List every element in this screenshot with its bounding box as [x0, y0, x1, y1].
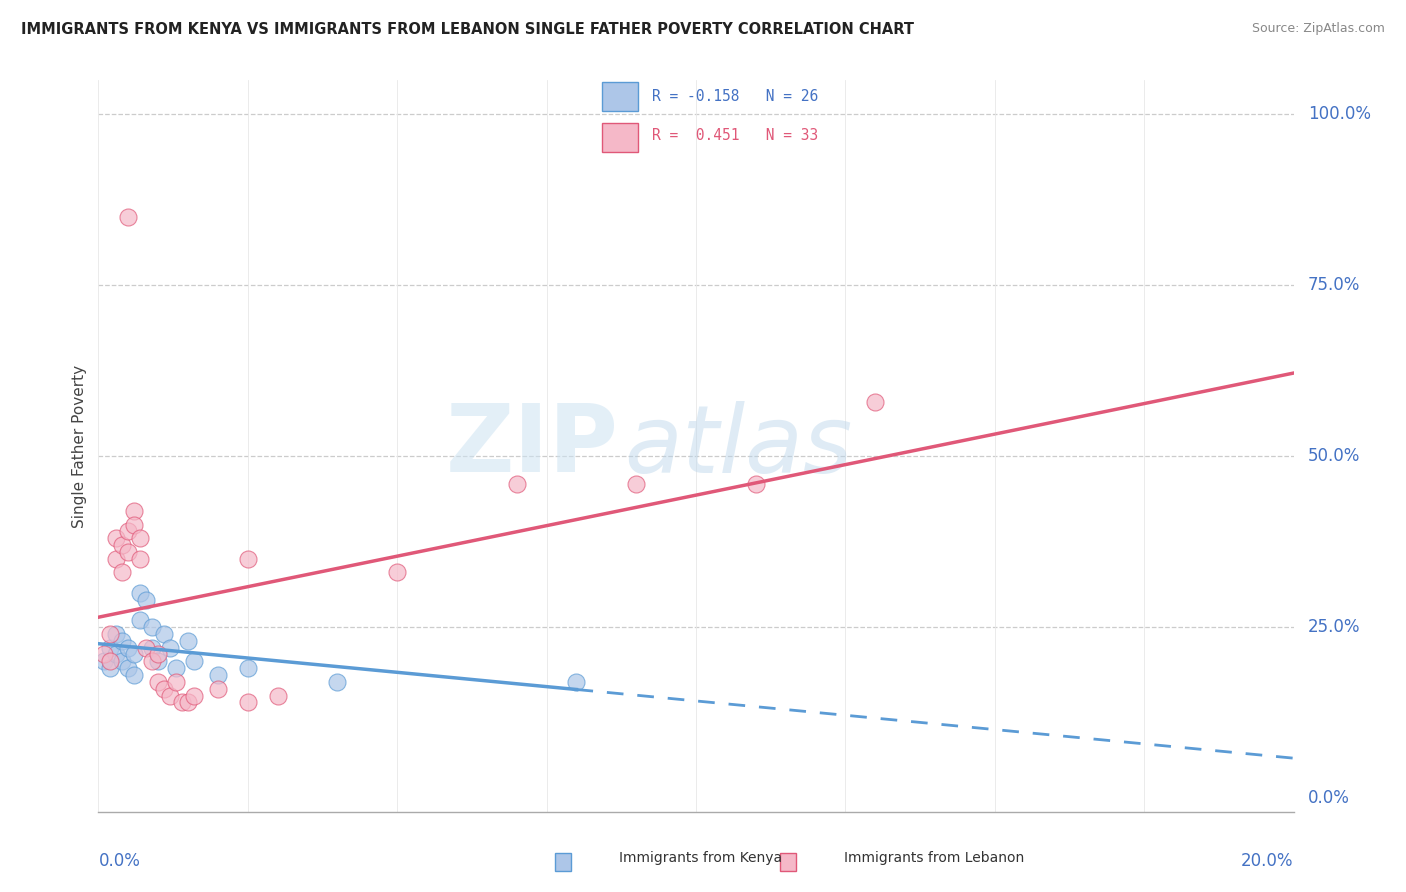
Point: [153, 627, 176, 641]
Point: [183, 654, 205, 668]
Text: Source: ZipAtlas.com: Source: ZipAtlas.com: [1251, 22, 1385, 36]
Point: [159, 640, 181, 655]
Point: [98, 654, 122, 668]
Point: [865, 394, 887, 409]
Point: [148, 654, 170, 668]
Point: [326, 674, 349, 689]
Point: [153, 681, 176, 696]
Text: 100.0%: 100.0%: [1308, 105, 1371, 123]
Text: ZIP: ZIP: [446, 400, 619, 492]
Point: [124, 504, 146, 518]
Point: [111, 538, 134, 552]
Point: [124, 668, 146, 682]
Point: [105, 551, 128, 566]
Point: [129, 613, 152, 627]
Text: IMMIGRANTS FROM KENYA VS IMMIGRANTS FROM LEBANON SINGLE FATHER POVERTY CORRELATI: IMMIGRANTS FROM KENYA VS IMMIGRANTS FROM…: [21, 22, 914, 37]
Point: [129, 531, 152, 545]
Point: [172, 695, 194, 709]
Y-axis label: Single Father Poverty: Single Father Poverty: [72, 365, 87, 527]
Text: Immigrants from Lebanon: Immigrants from Lebanon: [844, 851, 1024, 865]
Point: [117, 640, 139, 655]
Point: [105, 627, 128, 641]
Text: 0.0%: 0.0%: [1308, 789, 1350, 807]
Point: [165, 661, 187, 675]
Point: [207, 668, 229, 682]
Point: [236, 661, 259, 675]
Point: [236, 695, 259, 709]
Point: [385, 566, 409, 580]
Text: 50.0%: 50.0%: [1308, 447, 1360, 466]
Point: [117, 545, 139, 559]
Text: atlas: atlas: [624, 401, 852, 491]
Point: [98, 661, 122, 675]
Point: [93, 654, 115, 668]
Bar: [602, 123, 638, 152]
Point: [111, 633, 134, 648]
Point: [177, 633, 200, 648]
Point: [159, 689, 181, 703]
Text: 25.0%: 25.0%: [1308, 618, 1361, 636]
Point: [129, 551, 152, 566]
Point: [177, 695, 200, 709]
Point: [124, 517, 146, 532]
Point: [148, 674, 170, 689]
Point: [111, 654, 134, 668]
Point: [98, 640, 122, 655]
Point: [207, 681, 229, 696]
Point: [105, 648, 128, 662]
Point: [565, 674, 588, 689]
Point: [165, 674, 187, 689]
Point: [111, 566, 134, 580]
Text: 75.0%: 75.0%: [1308, 277, 1360, 294]
Point: [124, 648, 146, 662]
Point: [135, 640, 157, 655]
Point: [236, 551, 259, 566]
Point: [148, 648, 170, 662]
Text: R =  0.451   N = 33: R = 0.451 N = 33: [652, 128, 818, 143]
Point: [135, 592, 157, 607]
Text: Immigrants from Kenya: Immigrants from Kenya: [619, 851, 782, 865]
Point: [183, 689, 205, 703]
Text: R = -0.158   N = 26: R = -0.158 N = 26: [652, 89, 818, 103]
Point: [117, 210, 139, 224]
Bar: [602, 82, 638, 111]
Point: [506, 476, 529, 491]
Point: [745, 476, 768, 491]
Point: [141, 640, 163, 655]
Point: [105, 531, 128, 545]
Point: [98, 627, 122, 641]
Text: 0.0%: 0.0%: [98, 852, 141, 870]
Point: [129, 586, 152, 600]
Point: [117, 661, 139, 675]
Point: [117, 524, 139, 539]
Point: [141, 620, 163, 634]
Point: [626, 476, 648, 491]
Text: 20.0%: 20.0%: [1241, 852, 1294, 870]
Point: [141, 654, 163, 668]
Point: [267, 689, 290, 703]
Point: [93, 648, 115, 662]
